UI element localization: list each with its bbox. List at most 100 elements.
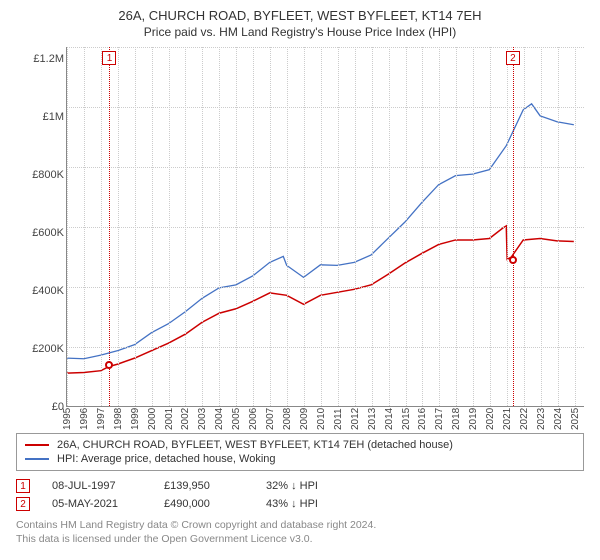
x-tick-label: 2014 <box>384 408 395 430</box>
x-tick-label: 2019 <box>468 408 479 430</box>
x-tick-label: 2007 <box>265 408 276 430</box>
sale-marker-badge: 1 <box>102 51 116 65</box>
v-gridline <box>135 47 136 406</box>
x-tick-label: 1999 <box>130 408 141 430</box>
x-tick-label: 2010 <box>316 408 327 430</box>
legend-swatch <box>25 458 49 460</box>
sale-row-badge: 1 <box>16 479 30 493</box>
v-gridline <box>185 47 186 406</box>
sale-row-price: £139,950 <box>164 480 244 492</box>
sale-data-row: 2 05-MAY-2021 £490,000 43% ↓ HPI <box>16 495 584 513</box>
x-tick-label: 1996 <box>79 408 90 430</box>
v-gridline <box>406 47 407 406</box>
v-gridline <box>439 47 440 406</box>
license-text: Contains HM Land Registry data © Crown c… <box>16 519 584 546</box>
chart-title: 26A, CHURCH ROAD, BYFLEET, WEST BYFLEET,… <box>16 8 584 23</box>
y-tick-label: £0 <box>16 401 64 413</box>
sale-row-price: £490,000 <box>164 498 244 510</box>
sale-point-dot <box>509 256 517 264</box>
v-gridline <box>575 47 576 406</box>
legend-box: 26A, CHURCH ROAD, BYFLEET, WEST BYFLEET,… <box>16 433 584 471</box>
x-tick-label: 2005 <box>231 408 242 430</box>
sale-row-date: 05-MAY-2021 <box>52 498 142 510</box>
legend-item: 26A, CHURCH ROAD, BYFLEET, WEST BYFLEET,… <box>25 438 575 452</box>
x-tick-label: 2022 <box>519 408 530 430</box>
x-tick-label: 2012 <box>350 408 361 430</box>
sale-row-delta: 43% ↓ HPI <box>266 498 356 510</box>
sale-point-dot <box>105 361 113 369</box>
x-tick-label: 2004 <box>214 408 225 430</box>
v-gridline <box>321 47 322 406</box>
sale-data-row: 1 08-JUL-1997 £139,950 32% ↓ HPI <box>16 477 584 495</box>
v-gridline <box>490 47 491 406</box>
x-tick-label: 2024 <box>553 408 564 430</box>
y-tick-label: £1M <box>16 111 64 123</box>
y-tick-label: £1.2M <box>16 53 64 65</box>
v-gridline <box>456 47 457 406</box>
license-line-2: This data is licensed under the Open Gov… <box>16 533 584 547</box>
y-tick-label: £600K <box>16 227 64 239</box>
y-tick-label: £400K <box>16 285 64 297</box>
v-gridline <box>84 47 85 406</box>
v-gridline <box>287 47 288 406</box>
x-tick-label: 2011 <box>333 408 344 430</box>
legend-item: HPI: Average price, detached house, Woki… <box>25 452 575 466</box>
x-tick-label: 2015 <box>401 408 412 430</box>
y-axis-labels: £1.2M£1M£800K£600K£400K£200K£0 <box>16 47 64 407</box>
v-gridline <box>202 47 203 406</box>
sale-row-badge: 2 <box>16 497 30 511</box>
x-tick-label: 1997 <box>96 408 107 430</box>
v-gridline <box>338 47 339 406</box>
chart-area: £1.2M£1M£800K£600K£400K£200K£0 12 199519… <box>16 47 584 427</box>
v-gridline <box>253 47 254 406</box>
x-tick-label: 2001 <box>164 408 175 430</box>
v-gridline <box>236 47 237 406</box>
legend-swatch <box>25 444 49 446</box>
legend-label: HPI: Average price, detached house, Woki… <box>57 453 276 465</box>
v-gridline <box>304 47 305 406</box>
x-tick-label: 1998 <box>113 408 124 430</box>
x-tick-label: 2018 <box>451 408 462 430</box>
x-tick-label: 2017 <box>434 408 445 430</box>
x-tick-label: 2008 <box>282 408 293 430</box>
sale-row-delta: 32% ↓ HPI <box>266 480 356 492</box>
v-gridline <box>270 47 271 406</box>
license-line-1: Contains HM Land Registry data © Crown c… <box>16 519 584 533</box>
v-gridline <box>524 47 525 406</box>
legend-label: 26A, CHURCH ROAD, BYFLEET, WEST BYFLEET,… <box>57 439 453 451</box>
v-gridline <box>507 47 508 406</box>
sale-row-date: 08-JUL-1997 <box>52 480 142 492</box>
x-tick-label: 2009 <box>299 408 310 430</box>
sale-marker-badge: 2 <box>506 51 520 65</box>
x-tick-label: 2006 <box>248 408 259 430</box>
v-gridline <box>422 47 423 406</box>
v-gridline <box>67 47 68 406</box>
v-gridline <box>473 47 474 406</box>
v-gridline <box>541 47 542 406</box>
v-gridline <box>372 47 373 406</box>
sale-marker-line <box>109 47 110 406</box>
x-tick-label: 2016 <box>417 408 428 430</box>
x-tick-label: 2025 <box>570 408 581 430</box>
x-tick-label: 2023 <box>536 408 547 430</box>
sale-data-rows: 1 08-JUL-1997 £139,950 32% ↓ HPI 2 05-MAY-202… <box>16 477 584 513</box>
x-tick-label: 2000 <box>147 408 158 430</box>
v-gridline <box>101 47 102 406</box>
x-tick-label: 2020 <box>485 408 496 430</box>
x-tick-label: 2013 <box>367 408 378 430</box>
x-tick-label: 2002 <box>180 408 191 430</box>
y-tick-label: £800K <box>16 169 64 181</box>
sale-marker-line <box>513 47 514 406</box>
v-gridline <box>355 47 356 406</box>
v-gridline <box>152 47 153 406</box>
x-tick-label: 2003 <box>197 408 208 430</box>
chart-subtitle: Price paid vs. HM Land Registry's House … <box>16 25 584 39</box>
x-axis-labels: 1995199619971998199920002001200220032004… <box>66 409 584 427</box>
y-tick-label: £200K <box>16 343 64 355</box>
v-gridline <box>169 47 170 406</box>
x-tick-label: 1995 <box>62 408 73 430</box>
v-gridline <box>219 47 220 406</box>
v-gridline <box>389 47 390 406</box>
plot-region: 12 <box>66 47 584 407</box>
x-tick-label: 2021 <box>502 408 513 430</box>
